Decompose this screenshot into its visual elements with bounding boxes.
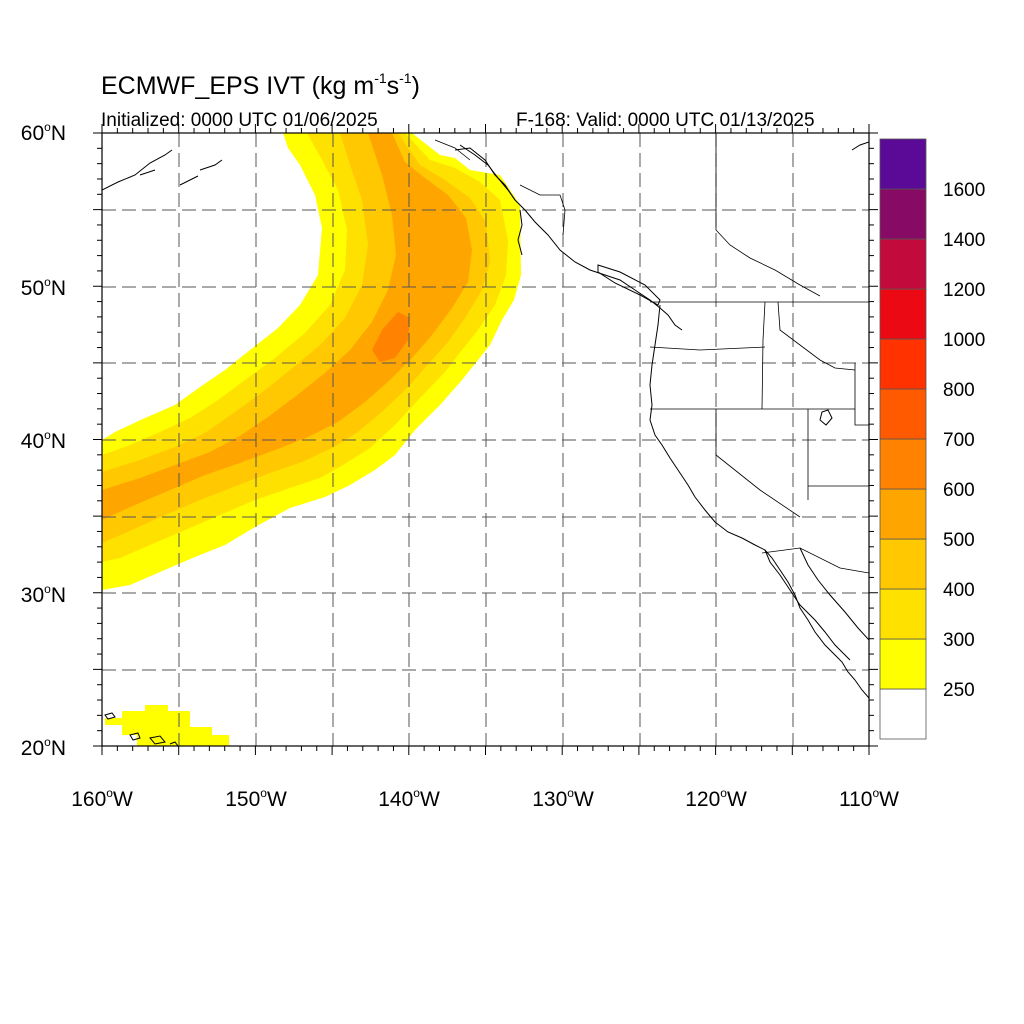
lon-label-120w: 120oW: [685, 786, 747, 811]
border-california-nevada: [715, 409, 801, 518]
alaska-bc-border: [715, 133, 821, 297]
initialized-time: Initialized: 0000 UTC 01/06/2025: [101, 110, 378, 131]
colorbar-box: [879, 288, 927, 340]
colorbar-label-250: 250: [943, 680, 975, 701]
lat-label-40n: 40oN: [20, 428, 66, 453]
political-borders: [434, 133, 869, 574]
us-west-coast: [649, 304, 869, 699]
haida-gwaii: [517, 209, 523, 256]
colorbar-box: [879, 138, 927, 190]
colorbar: [879, 138, 927, 740]
colorbar-box: [879, 188, 927, 240]
colorbar-box: [879, 538, 927, 590]
map-frame: [101, 132, 870, 747]
border-wyoming: [854, 363, 869, 426]
vancouver-island: [597, 264, 661, 306]
lat-label-20n: 20oN: [20, 735, 66, 760]
colorbar-box: [879, 338, 927, 390]
ivt-band-400: [102, 133, 490, 543]
colorbar-box: [879, 238, 927, 290]
lon-label-160w: 160oW: [71, 786, 133, 811]
lon-label-150w: 150oW: [225, 786, 287, 811]
map-title: ECMWF_EPS IVT (kg m-1s-1): [101, 70, 420, 100]
atmospheric-river: [102, 133, 521, 746]
colorbar-label-800: 800: [943, 380, 975, 401]
colorbar-label-1200: 1200: [943, 280, 986, 301]
coastlines: [102, 141, 869, 746]
colorbar-label-1000: 1000: [943, 330, 986, 351]
lat-label-50n: 50oN: [20, 275, 66, 300]
lon-label-140w: 140oW: [378, 786, 440, 811]
border-canada-west: [434, 139, 566, 236]
colorbar-box: [879, 388, 927, 440]
ivt-band-600: [372, 312, 410, 362]
border-idaho-montana: [777, 301, 856, 371]
hawaii-islands: [104, 712, 179, 746]
border-washington-oregon: [649, 346, 766, 351]
colorbar-label-400: 400: [943, 580, 975, 601]
great-salt-lake: [819, 409, 833, 426]
colorbar-box: [879, 488, 927, 540]
border-idaho-west: [761, 301, 766, 410]
colorbar-label-1600: 1600: [943, 180, 986, 201]
colorbar-label-600: 600: [943, 480, 975, 501]
colorbar-box: [879, 638, 927, 690]
lon-label-110w: 110oW: [839, 786, 899, 811]
lat-label-60n: 60oN: [20, 120, 66, 145]
hudson-coast: [851, 141, 869, 151]
colorbar-label-1400: 1400: [943, 230, 986, 251]
lon-label-130w: 130oW: [532, 786, 594, 811]
gridlines: [102, 133, 869, 746]
colorbar-box: [879, 438, 927, 490]
southeast-alaska-coast: [459, 144, 516, 201]
lat-label-30n: 30oN: [20, 582, 66, 607]
border-mexico-us: [761, 547, 869, 574]
axis-ticks: [93, 124, 878, 755]
map-area: [102, 133, 869, 746]
alaska-peninsula-coast: [102, 149, 223, 191]
gulf-of-california: [799, 547, 869, 641]
ivt-hawaii-patch: [105, 705, 229, 746]
colorbar-box: [879, 688, 927, 740]
colorbar-label-700: 700: [943, 430, 975, 451]
colorbar-label-300: 300: [943, 630, 975, 651]
colorbar-box: [879, 588, 927, 640]
valid-time: F-168: Valid: 0000 UTC 01/13/2025: [516, 110, 815, 131]
colorbar-label-500: 500: [943, 530, 975, 551]
baja-peninsula: [764, 549, 851, 661]
